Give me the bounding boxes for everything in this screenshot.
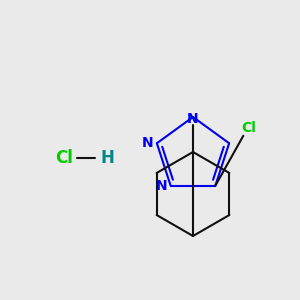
- Text: H: H: [100, 149, 114, 167]
- Text: Cl: Cl: [55, 149, 73, 167]
- Text: N: N: [187, 112, 199, 126]
- Text: N: N: [142, 136, 154, 150]
- Text: N: N: [156, 179, 168, 193]
- Text: Cl: Cl: [241, 121, 256, 135]
